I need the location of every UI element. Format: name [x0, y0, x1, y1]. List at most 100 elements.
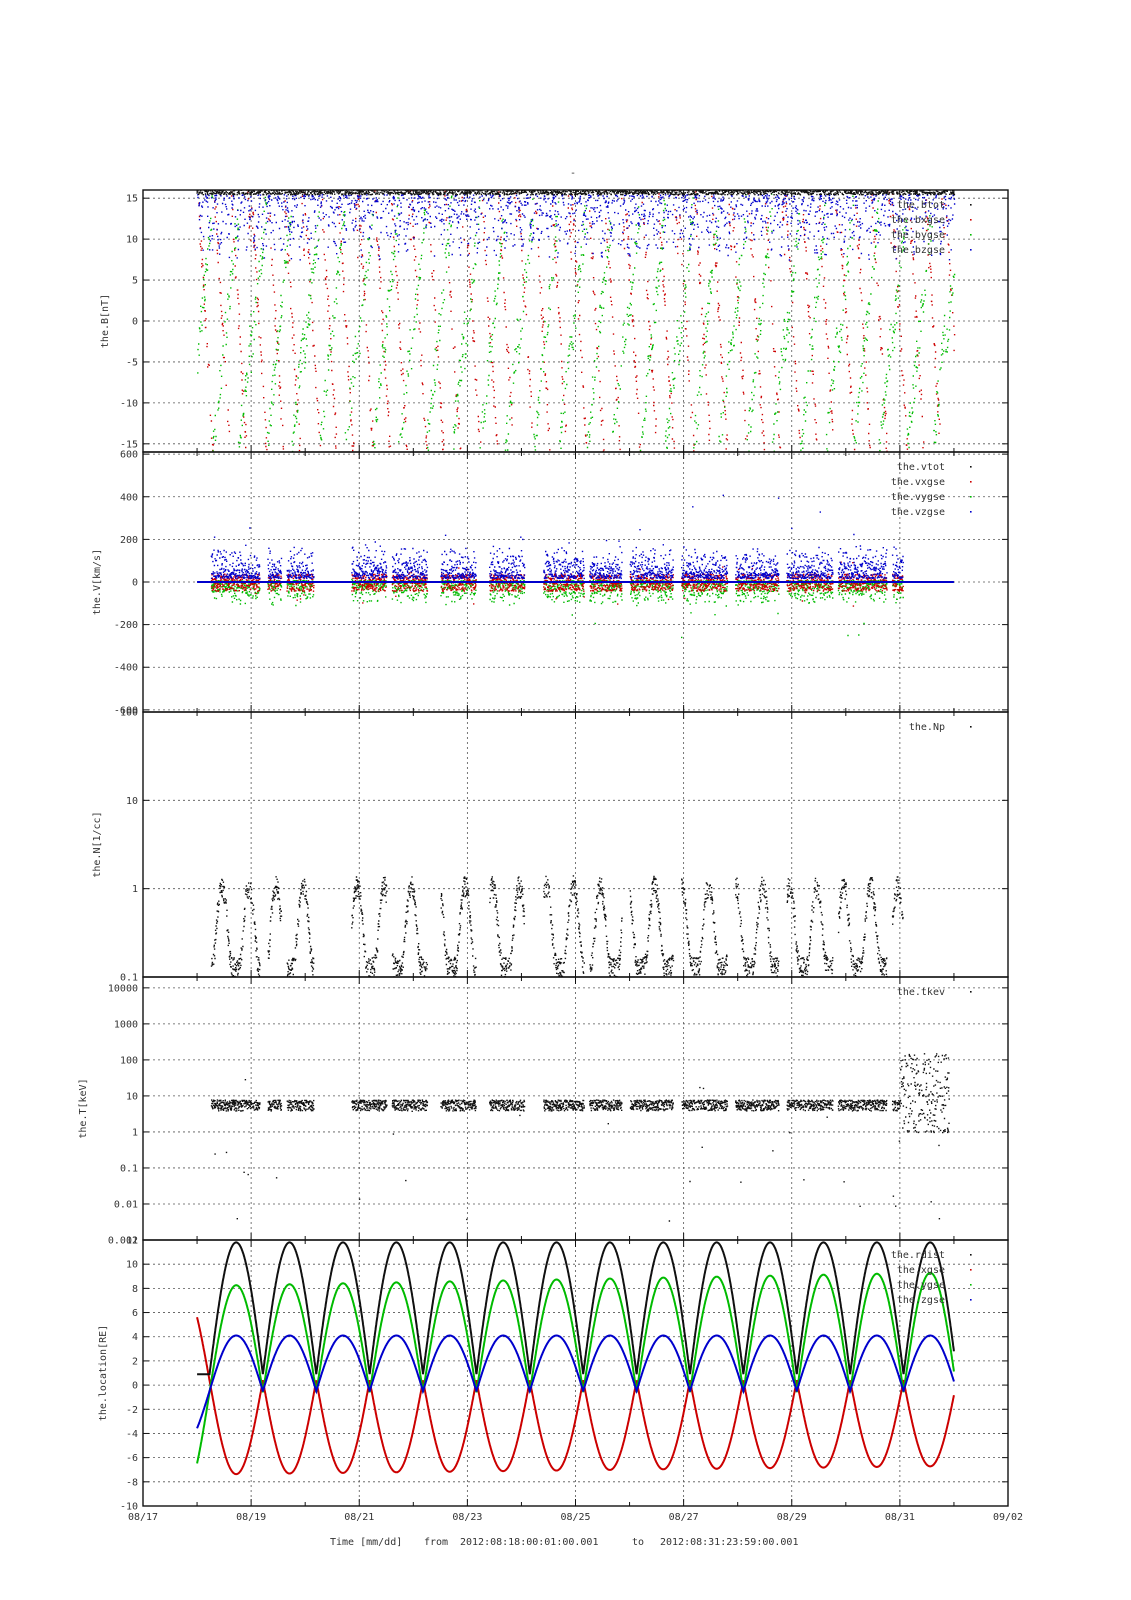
series-marks-the.bygse	[197, 190, 956, 452]
x-tick-label: 08/23	[452, 1512, 482, 1523]
y-tick-label: 600	[120, 450, 138, 461]
y-axis-label: the.location[RE]	[98, 1325, 109, 1421]
y-tick-label: -10	[120, 1502, 138, 1513]
series-group-4	[196, 1241, 955, 1476]
footer-from-value: 2012:08:18:00:01:00.001	[460, 1537, 598, 1548]
y-tick-label: -400	[114, 663, 138, 674]
y-tick-label: 100	[120, 1055, 138, 1066]
legend-swatch	[970, 234, 972, 236]
y-tick-label: 5	[132, 276, 138, 287]
series-marks-the.bzgse	[197, 194, 956, 261]
series-line-the.ygse	[196, 1271, 955, 1464]
y-tick-label: 10	[126, 235, 138, 246]
panel-frame	[142, 1239, 1009, 1507]
series-marks-the.vzgse	[210, 494, 904, 580]
y-tick-label: 8	[132, 1284, 138, 1295]
y-tick-label: 0	[132, 1381, 138, 1392]
y-tick-label: -5	[126, 357, 138, 368]
legend-entry: the.ygse	[897, 1280, 945, 1291]
legend-swatch	[970, 1284, 972, 1286]
x-tick-label: 08/25	[560, 1512, 590, 1523]
legend-swatch	[970, 511, 972, 513]
y-tick-label: 15	[126, 194, 138, 205]
legend-1: the.vtot the.vxgse the.vygse the.vzgse	[891, 462, 972, 518]
y-tick-label: -2	[126, 1405, 138, 1416]
legend-entry: the.vxgse	[891, 477, 945, 488]
y-tick-label: 1000	[114, 1019, 138, 1030]
y-axis-label: the.V[km/s]	[92, 549, 103, 615]
panel-3: 10000 1000 100 10 1 0.1 0.01 0.001 the.T[keV] the…	[78, 976, 1009, 1247]
legend-entry: the.vtot	[897, 462, 945, 473]
series-line-the.rdist	[197, 1241, 955, 1376]
legend-swatch	[970, 204, 972, 206]
x-axis-footer: Time [mm/dd] from 2012:08:18:00:01:00.00…	[330, 1537, 798, 1548]
y-tick-label: 100	[120, 708, 138, 719]
footer-to-value: 2012:08:31:23:59:00.001	[660, 1537, 798, 1548]
y-tick-label: 2	[132, 1356, 138, 1367]
y-axis-label: the.B[nT]	[100, 294, 111, 348]
y-tick-label: 0	[132, 317, 138, 328]
y-tick-label: -4	[126, 1429, 138, 1440]
x-tick-label: 08/17	[128, 1512, 158, 1523]
series-group-1	[197, 494, 954, 639]
y-tick-label: -6	[126, 1453, 138, 1464]
panel-4: 12 10 8 6 4 2 0 -2 -4 -6 -8 -10 the.location[RE] the.…	[98, 1236, 1009, 1513]
legend-3: the.tkev	[897, 987, 972, 998]
x-tick-label: 09/02	[993, 1512, 1023, 1523]
y-tick-label: 400	[120, 492, 138, 503]
panel-0: 15 10 5 0 -5 -10 -15 the.B[nT] the.btot the.bxgse…	[100, 189, 1009, 453]
legend-swatch	[970, 481, 972, 483]
panels: 151050-5-10-15the.B[nT]the.btotthe.bxgse…	[78, 189, 1023, 1523]
legend-swatch	[970, 726, 972, 728]
legend-entry: the.btot	[897, 200, 945, 211]
y-tick-label: 0.1	[120, 1163, 138, 1174]
footer-from-word: from	[424, 1537, 448, 1548]
y-tick-label: 200	[120, 535, 138, 546]
legend-entry: the.zgse	[897, 1295, 945, 1306]
series-group-2	[210, 875, 904, 977]
series-marks-the.Np	[210, 875, 904, 977]
y-tick-label: 0.01	[114, 1199, 138, 1210]
legend-entry: the.bzgse	[891, 245, 945, 256]
y-tick-label: 1	[132, 884, 138, 895]
panel-1: 600 400 200 0 -200 -400 -600 the.V[km/s] the.vto…	[92, 450, 1009, 716]
series-marks-the.tkev	[210, 1053, 950, 1222]
legend-entry: the.tkev	[897, 987, 945, 998]
y-tick-label: 1	[132, 1127, 138, 1138]
y-tick-label: 10	[126, 1091, 138, 1102]
legend-entry: the.bygse	[891, 230, 945, 241]
y-tick-label: 0	[132, 578, 138, 589]
y-tick-label: 6	[132, 1308, 138, 1319]
legend-swatch	[970, 249, 972, 251]
grid-2	[143, 712, 1008, 977]
legend-swatch	[970, 1269, 972, 1271]
series-line-the.zgse	[196, 1334, 955, 1429]
x-tick-label: 08/27	[669, 1512, 699, 1523]
x-tick-label: 08/21	[344, 1512, 374, 1523]
y-tick-label: 10	[126, 796, 138, 807]
legend-entry: the.vzgse	[891, 507, 945, 518]
x-tick-label: 08/31	[885, 1512, 915, 1523]
grid-4	[143, 1240, 1008, 1506]
y-tick-label: -200	[114, 620, 138, 631]
series-line-the.xgse	[196, 1317, 955, 1476]
legend-swatch	[970, 991, 972, 993]
y-tick-label: 10000	[108, 983, 138, 994]
x-tick-label: 08/19	[236, 1512, 266, 1523]
footer-label: Time [mm/dd]	[330, 1537, 402, 1548]
y-tick-label: 12	[126, 1236, 138, 1247]
series-group-0	[197, 190, 956, 452]
legend-swatch	[970, 1299, 972, 1301]
legend-entry: the.rdist	[891, 1250, 945, 1261]
y-tick-label: -8	[126, 1477, 138, 1488]
y-tick-label: 4	[132, 1332, 138, 1343]
legend-swatch	[970, 466, 972, 468]
y-tick-label: 10	[126, 1260, 138, 1271]
footer-to-word: to	[632, 1537, 644, 1548]
y-tick-label: -10	[120, 398, 138, 409]
panel-2: 100 10 1 0.1 the.N[1/cc] the.Np	[92, 708, 1009, 984]
legend-4: the.rdist the.xgse the.ygse the.zgse	[891, 1250, 972, 1306]
y-tick-label: -15	[120, 439, 138, 450]
legend-0: the.btot the.bxgse the.bygse the.bzgse	[891, 200, 972, 256]
